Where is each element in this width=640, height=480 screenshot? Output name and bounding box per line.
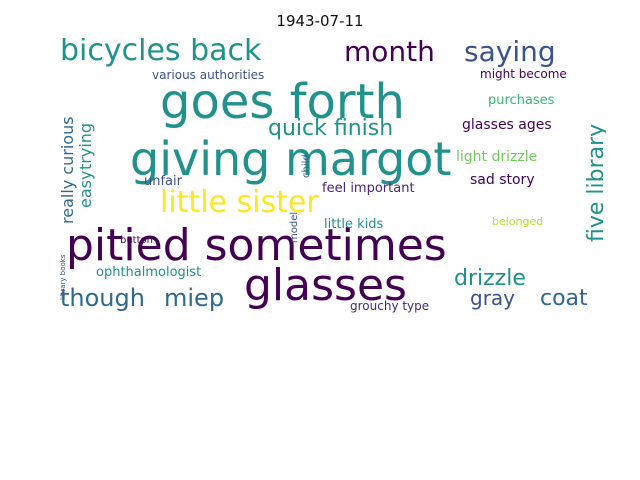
word-ophthalmologist: ophthalmologist [96, 265, 202, 280]
word-five-library: five library [584, 123, 606, 242]
word-month: month [344, 38, 435, 68]
word-quick-finish: quick finish [268, 116, 394, 141]
word-button: button [120, 235, 153, 246]
chart-title: 1943-07-11 [276, 12, 364, 30]
word-feel-important: feel important [322, 181, 415, 196]
word-light-drizzle: light drizzle [456, 149, 538, 165]
word-drizzle: drizzle [454, 266, 526, 291]
word-model: model [289, 211, 300, 243]
word-easy: easy [76, 170, 95, 208]
word-though: though [60, 284, 145, 312]
word-trying: trying [76, 122, 95, 170]
word-giving-margot: giving margot [130, 132, 452, 186]
word-pitied-sometimes: pitied sometimes [66, 220, 447, 271]
word-purchases: purchases [488, 93, 555, 108]
word-grouchy-type: grouchy type [350, 299, 430, 313]
word-coat: coat [540, 286, 588, 311]
word-bicycles-back: bicycles back [60, 38, 262, 68]
word-glasses: glasses [244, 260, 407, 311]
word-unfair: unfair [144, 174, 182, 189]
word-miep: miep [164, 284, 225, 312]
word-library-books: library books [60, 254, 67, 300]
word-sad-story: sad story [470, 172, 535, 188]
word-belonged: belonged [492, 215, 544, 228]
word-child: child [301, 154, 312, 178]
word-glasses-ages: glasses ages [462, 117, 552, 133]
word-saying: saying [464, 38, 556, 68]
word-might-become: might become [480, 67, 567, 81]
word-cloud: pitied sometimes giving margot goes fort… [60, 38, 606, 319]
word-gray: gray [470, 286, 516, 310]
word-goes-forth: goes forth [160, 74, 405, 130]
word-really-curious: really curious [60, 116, 77, 224]
word-little-kids: little kids [324, 217, 384, 232]
word-various-authorities: various authorities [152, 68, 265, 82]
word-little-sister: little sister [160, 185, 319, 220]
